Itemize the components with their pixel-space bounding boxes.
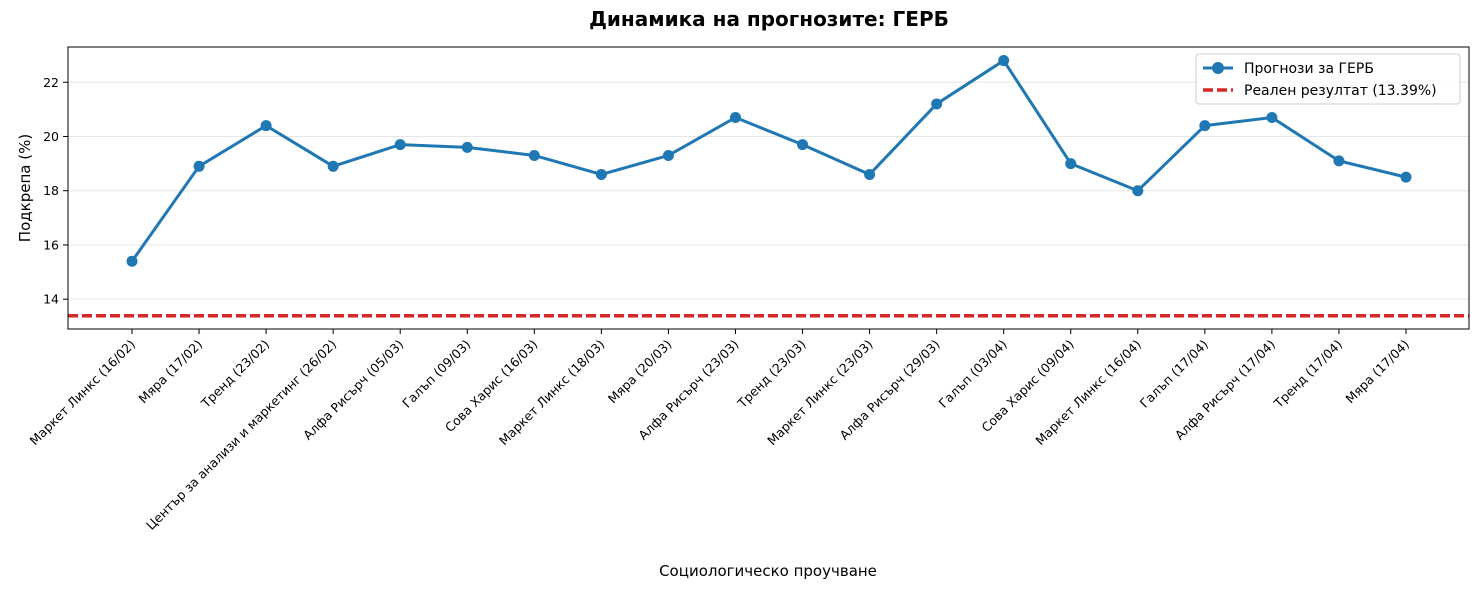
legend-series-label: Прогнози за ГЕРБ <box>1244 61 1374 77</box>
data-point <box>729 112 741 123</box>
x-tick-label: Мяра (20/03) <box>605 337 675 407</box>
y-tick-label: 18 <box>43 183 59 198</box>
data-point <box>1400 171 1412 183</box>
data-point <box>126 255 138 267</box>
data-point <box>1266 112 1278 123</box>
legend: Прогнози за ГЕРБ Реален резултат (13.39%… <box>1195 53 1461 105</box>
data-point <box>528 149 540 161</box>
y-axis-label: Подкрепа (%) <box>16 134 34 242</box>
data-point <box>193 160 205 172</box>
y-tick-label: 14 <box>43 292 59 307</box>
x-tick-label: Мяра (17/04) <box>1342 337 1412 407</box>
y-tick-label: 20 <box>43 129 59 144</box>
data-point <box>864 168 876 180</box>
data-point <box>260 120 272 132</box>
x-tick-label: Галъп (17/04) <box>1137 337 1211 411</box>
y-tick-label: 22 <box>43 75 59 90</box>
data-point <box>797 139 809 151</box>
legend-series-marker <box>1212 62 1224 74</box>
data-point <box>327 160 339 172</box>
plot-frame <box>67 46 1470 330</box>
y-axis-ticks: 14 16 18 20 22 <box>43 75 68 307</box>
x-tick-label: Галъп (03/04) <box>936 337 1010 411</box>
data-point <box>1333 155 1345 167</box>
x-tick-label: Тренд (17/04) <box>1270 337 1345 412</box>
data-point <box>998 55 1010 67</box>
y-tick-label: 16 <box>43 237 59 252</box>
series-line <box>130 59 1407 263</box>
series-group <box>126 55 1412 267</box>
data-point <box>394 139 406 151</box>
x-tick-label: Галъп (09/03) <box>399 337 473 411</box>
data-point <box>595 168 607 180</box>
legend-reference-label: Реален резултат (13.39%) <box>1244 83 1437 99</box>
data-point <box>461 141 473 153</box>
data-point <box>931 98 943 110</box>
x-tick-label: Маркет Линкс (16/02) <box>27 337 139 449</box>
x-axis-label: Социологическо проучване <box>659 562 877 580</box>
x-tick-label: Тренд (23/03) <box>734 337 809 412</box>
x-axis-ticks: Маркет Линкс (16/02)Мяра (17/02)Тренд (2… <box>27 329 1412 533</box>
legend-frame <box>1195 53 1461 105</box>
data-point <box>1199 120 1211 132</box>
x-tick-label: Мяра (17/02) <box>135 337 205 407</box>
data-point <box>662 149 674 161</box>
x-tick-label: Тренд (23/02) <box>197 337 272 412</box>
data-point <box>1132 185 1144 197</box>
data-point <box>1065 158 1077 170</box>
grid-lines <box>68 81 1469 300</box>
chart-title: Динамика на прогнозите: ГЕРБ <box>589 7 949 31</box>
